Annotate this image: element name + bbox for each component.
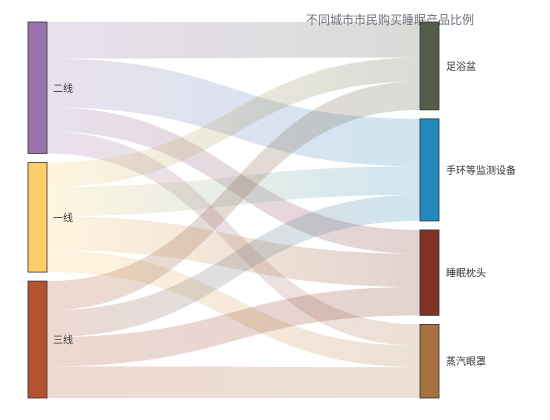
sankey-link [47, 57, 420, 187]
sankey-link [47, 22, 420, 59]
sankey-node-label: 睡眠枕头 [446, 267, 486, 280]
sankey-node-source [27, 280, 48, 399]
sankey-node-label: 三线 [53, 334, 73, 347]
sankey-node-source [27, 21, 48, 154]
sankey-node-label: 足浴盆 [446, 60, 476, 73]
sankey-node-label: 二线 [53, 82, 73, 95]
sankey-node-label: 蒸汽眼罩 [446, 355, 486, 368]
sankey-link [47, 81, 420, 311]
sankey-link [47, 286, 420, 367]
sankey-links [47, 22, 420, 398]
sankey-node-label: 手环等监测设备 [446, 164, 516, 177]
sankey-node-target [419, 229, 440, 316]
sankey-node-label: 一线 [53, 211, 73, 224]
sankey-link [47, 216, 420, 287]
sankey-node-source [27, 162, 48, 273]
sankey-node-target [419, 324, 440, 399]
sankey-link [47, 366, 420, 398]
sankey-node-target [419, 21, 440, 111]
sankey-link [47, 194, 420, 338]
sankey-node-target [419, 118, 440, 222]
